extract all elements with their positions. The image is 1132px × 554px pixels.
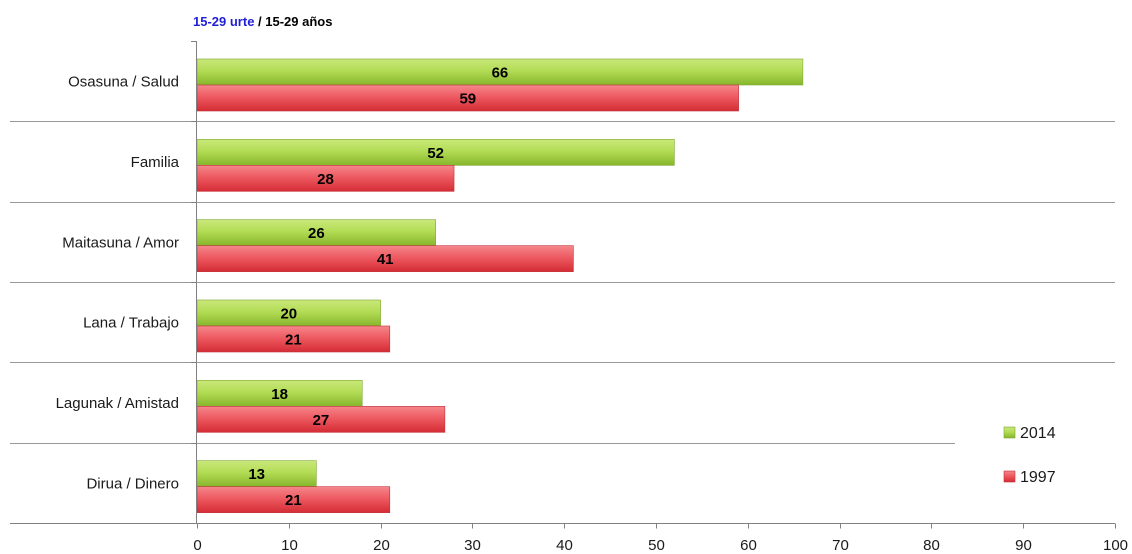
- bar-1997-4: [196, 325, 391, 353]
- data-label-2014-6: 13: [248, 466, 265, 483]
- bar-2014-6: [196, 460, 317, 487]
- x-tick-label-50: 50: [648, 537, 665, 554]
- x-tick-label-10: 10: [281, 537, 298, 554]
- legend-label-1997: 1997: [1020, 469, 1056, 486]
- data-label-2014-2: 52: [427, 145, 444, 162]
- category-label-5: Lagunak / Amistad: [56, 395, 179, 412]
- chart-title-basque: 15-29 urte: [193, 14, 255, 29]
- bar-2014-5: [196, 380, 363, 407]
- data-label-1997-3: 41: [377, 251, 394, 268]
- x-tick-label-0: 0: [193, 537, 201, 554]
- chart-title: 15-29 urte / 15-29 años: [193, 14, 332, 29]
- x-tick-label-20: 20: [373, 537, 390, 554]
- legend-swatch-1997: [1003, 470, 1016, 483]
- x-tick-label-60: 60: [740, 537, 757, 554]
- x-tick-label-90: 90: [1015, 537, 1032, 554]
- category-label-1: Osasuna / Salud: [68, 74, 179, 91]
- bar-2014-4: [196, 299, 381, 327]
- data-label-2014-3: 26: [308, 225, 325, 242]
- bar-1997-6: [196, 486, 391, 513]
- category-label-4: Lana / Trabajo: [83, 315, 179, 332]
- x-tick-label-40: 40: [556, 537, 573, 554]
- bar-1997-3: [196, 245, 574, 272]
- data-label-1997-4: 21: [285, 332, 302, 349]
- legend-label-2014: 2014: [1020, 425, 1056, 442]
- data-label-1997-1: 59: [459, 91, 476, 108]
- data-label-2014-1: 66: [492, 65, 509, 82]
- data-label-2014-4: 20: [280, 306, 297, 323]
- x-tick-label-80: 80: [923, 537, 940, 554]
- x-tick-label-100: 100: [1103, 537, 1128, 554]
- legend-swatch-2014: [1003, 426, 1016, 439]
- bar-1997-1: [196, 84, 739, 112]
- chart-title-spanish: / 15-29 años: [254, 14, 333, 29]
- data-label-2014-5: 18: [271, 386, 288, 403]
- category-label-3: Maitasuna / Amor: [62, 234, 179, 251]
- data-label-1997-5: 27: [313, 412, 330, 429]
- x-tick-label-30: 30: [464, 537, 481, 554]
- category-label-2: Familia: [131, 154, 180, 171]
- data-label-1997-6: 21: [285, 492, 302, 509]
- data-label-1997-2: 28: [317, 171, 334, 188]
- x-tick-label-70: 70: [832, 537, 849, 554]
- category-label-6: Dirua / Dinero: [86, 475, 179, 492]
